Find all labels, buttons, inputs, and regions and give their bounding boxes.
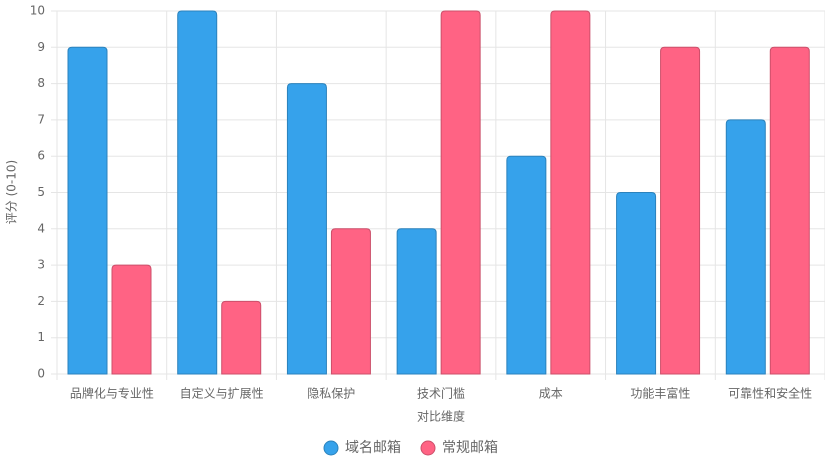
y-tick-label: 10 [30,4,45,18]
y-tick-label: 6 [37,149,45,163]
bar [286,83,327,375]
y-tick-label: 8 [37,76,45,90]
bar [330,228,371,375]
bar [396,228,437,375]
y-tick-label: 9 [37,40,45,54]
legend-label[interactable]: 域名邮箱 [345,440,401,456]
bar [725,119,766,375]
y-tick-label: 0 [37,367,45,381]
y-tick-label: 2 [37,294,45,308]
x-tick-label: 成本 [539,387,563,401]
x-tick-label: 隐私保护 [307,387,355,401]
bar [660,46,701,375]
bar [177,10,218,375]
y-tick-label: 3 [37,258,45,272]
bar [550,10,591,375]
bar [221,300,262,375]
legend-marker[interactable] [323,440,339,456]
x-axis-title: 对比维度 [417,409,465,424]
bar [506,155,547,375]
legend-marker[interactable] [420,440,436,456]
x-tick-label: 可靠性和安全性 [728,386,812,401]
bar [440,10,481,375]
legend-label[interactable]: 常规邮箱 [442,440,498,456]
y-tick-label: 4 [37,221,45,235]
y-axis-title: 评分 (0-10) [5,160,19,224]
x-tick-label: 品牌化与专业性 [70,386,154,401]
x-tick-label: 技术门槛 [417,386,465,401]
bar [769,46,810,375]
y-tick-label: 5 [37,185,45,199]
x-tick-label: 自定义与扩展性 [180,386,264,401]
bar [616,192,657,375]
y-tick-label: 1 [37,330,45,344]
y-tick-label: 7 [37,112,45,126]
bar [67,46,108,375]
bar [111,264,152,375]
x-tick-label: 功能丰富性 [630,386,690,401]
